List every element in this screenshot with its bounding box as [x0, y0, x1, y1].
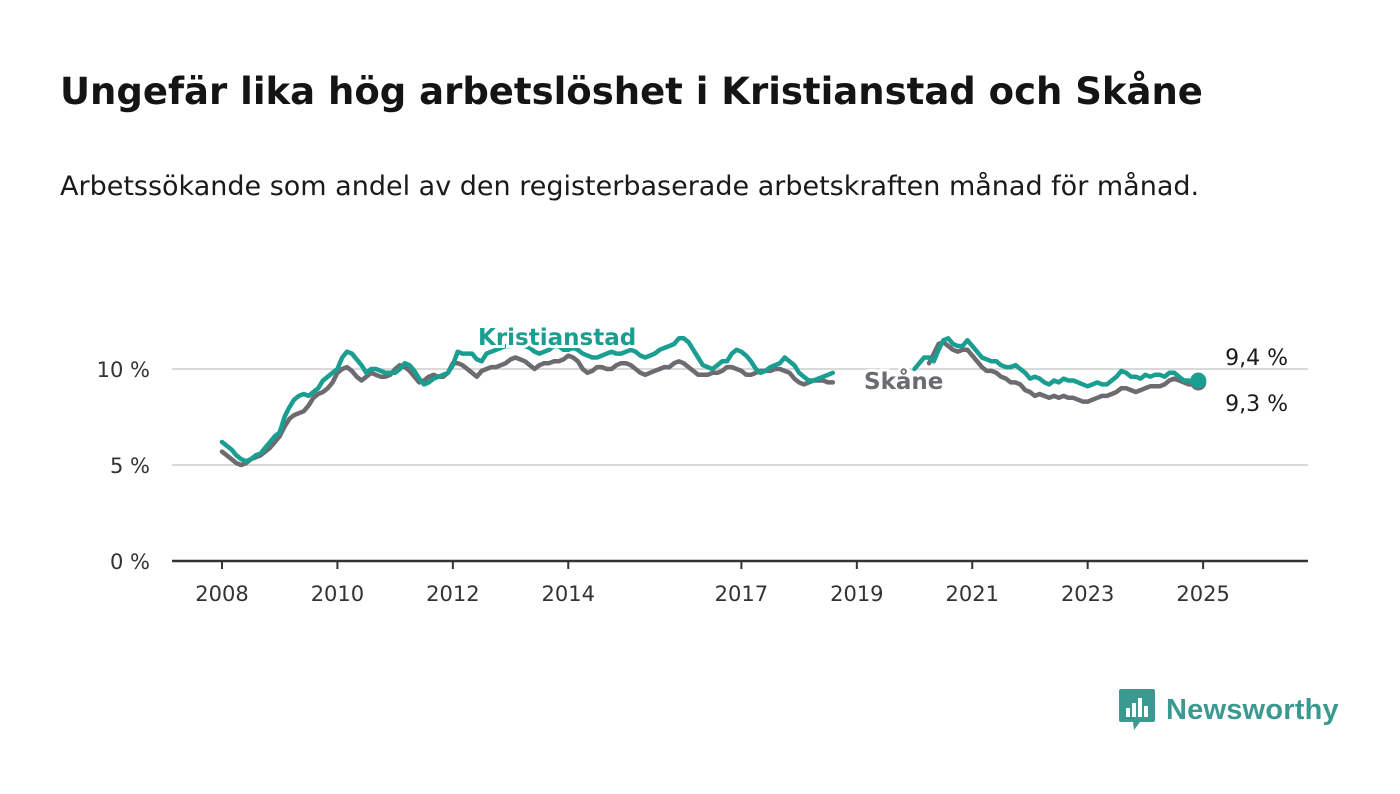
line-chart: 0 %5 %10 % 2008 2010 2012 2014 2017 2019 2021 2… — [96, 322, 1308, 606]
brand-name: Newsworthy — [1166, 693, 1339, 726]
y-tick-label: 0 % — [110, 550, 150, 574]
newsworthy-logo-icon — [1119, 689, 1155, 730]
series-label-skane: Skåne — [864, 368, 943, 395]
y-tick-label: 10 % — [97, 358, 150, 382]
x-axis: 2008 2010 2012 2014 2017 2019 2021 2023 2025 — [172, 559, 1308, 606]
x-tick-label: 2014 — [542, 582, 595, 606]
y-axis: 0 % 5 % 10 % — [97, 358, 150, 574]
chart-subtitle: Arbetssökande som andel av den registerb… — [60, 171, 1200, 202]
series-lines — [219, 336, 1201, 468]
newsworthy-brand[interactable]: Newsworthy — [1118, 688, 1339, 732]
x-tick-label: 2025 — [1176, 582, 1229, 606]
end-value-label-kristianstad: 9,4 % — [1225, 346, 1288, 371]
end-marker-kristianstad — [1190, 372, 1207, 389]
chart-title: Ungefär lika hög arbetslöshet i Kristian… — [60, 70, 1203, 113]
series-line-kristianstad — [219, 336, 1201, 464]
series-labels: Kristianstad Skåne 9,4 % 9,3 % — [475, 322, 1288, 417]
y-tick-label: 5 % — [110, 454, 150, 478]
x-tick-label: 2008 — [195, 582, 248, 606]
end-value-label-skane: 9,3 % — [1225, 392, 1288, 417]
x-tick-label: 2019 — [830, 582, 883, 606]
series-line-skane — [219, 339, 1201, 468]
series-label-kristianstad: Kristianstad — [478, 325, 636, 351]
x-tick-label: 2010 — [311, 582, 364, 606]
x-tick-label: 2021 — [946, 582, 999, 606]
x-tick-label: 2012 — [426, 582, 479, 606]
x-tick-label: 2023 — [1061, 582, 1114, 606]
gridlines — [172, 368, 1308, 466]
x-tick-label: 2017 — [715, 582, 768, 606]
